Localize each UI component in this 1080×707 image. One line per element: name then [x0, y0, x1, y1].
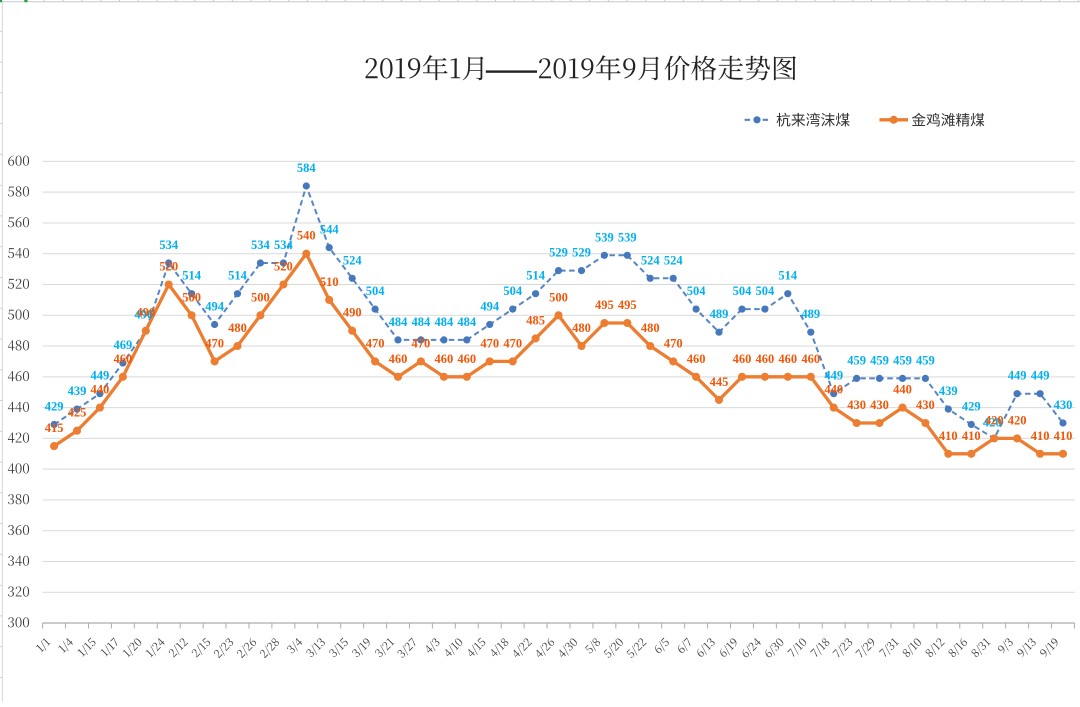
svg-text:460: 460 [114, 352, 133, 366]
svg-text:504: 504 [687, 284, 707, 298]
svg-text:415: 415 [45, 421, 64, 435]
svg-text:484: 484 [389, 315, 409, 329]
svg-text:449: 449 [1008, 369, 1027, 383]
svg-text:449: 449 [91, 369, 110, 383]
svg-text:429: 429 [962, 400, 981, 414]
svg-text:520: 520 [274, 260, 293, 274]
svg-text:504: 504 [733, 284, 753, 298]
svg-text:459: 459 [847, 353, 866, 367]
svg-text:470: 470 [480, 336, 499, 350]
svg-text:510: 510 [320, 275, 339, 289]
svg-text:460: 460 [778, 352, 797, 366]
svg-text:480: 480 [641, 321, 660, 335]
svg-text:540: 540 [297, 229, 316, 243]
svg-text:459: 459 [916, 353, 935, 367]
svg-text:425: 425 [68, 406, 87, 420]
svg-text:430: 430 [870, 398, 889, 412]
svg-text:494: 494 [480, 300, 500, 314]
svg-text:504: 504 [756, 284, 776, 298]
svg-text:489: 489 [801, 307, 820, 321]
svg-text:410: 410 [1054, 429, 1073, 443]
svg-text:534: 534 [159, 238, 179, 252]
svg-text:440: 440 [824, 383, 843, 397]
svg-text:539: 539 [618, 230, 637, 244]
svg-text:470: 470 [366, 336, 385, 350]
svg-text:490: 490 [136, 306, 155, 320]
svg-text:460: 460 [733, 352, 752, 366]
svg-text:534: 534 [274, 238, 294, 252]
svg-text:485: 485 [526, 313, 545, 327]
svg-text:420: 420 [1008, 413, 1027, 427]
svg-text:460: 460 [389, 352, 408, 366]
svg-text:484: 484 [435, 315, 455, 329]
svg-text:500: 500 [549, 290, 568, 304]
svg-text:430: 430 [916, 398, 935, 412]
svg-text:584: 584 [297, 161, 317, 175]
svg-text:470: 470 [412, 336, 431, 350]
svg-text:439: 439 [939, 384, 958, 398]
svg-text:490: 490 [343, 306, 362, 320]
svg-text:410: 410 [962, 429, 981, 443]
svg-text:460: 460 [457, 352, 476, 366]
svg-text:484: 484 [457, 315, 477, 329]
svg-text:514: 514 [228, 269, 248, 283]
svg-text:539: 539 [595, 230, 614, 244]
svg-text:445: 445 [710, 375, 729, 389]
svg-text:514: 514 [182, 269, 202, 283]
svg-text:430: 430 [1054, 398, 1073, 412]
svg-text:529: 529 [549, 246, 568, 260]
svg-text:514: 514 [778, 269, 798, 283]
svg-text:469: 469 [114, 338, 133, 352]
svg-text:504: 504 [503, 284, 523, 298]
svg-text:480: 480 [572, 321, 591, 335]
svg-text:544: 544 [320, 223, 340, 237]
svg-text:490: 490 [134, 308, 153, 322]
svg-text:494: 494 [205, 300, 225, 314]
svg-text:514: 514 [526, 269, 546, 283]
svg-text:524: 524 [664, 253, 684, 267]
svg-text:460: 460 [756, 352, 775, 366]
svg-text:440: 440 [91, 383, 110, 397]
svg-text:449: 449 [1031, 369, 1050, 383]
svg-text:495: 495 [595, 298, 614, 312]
svg-text:459: 459 [870, 353, 889, 367]
svg-text:460: 460 [687, 352, 706, 366]
svg-text:484: 484 [412, 315, 432, 329]
svg-text:500: 500 [182, 290, 201, 304]
svg-text:534: 534 [251, 238, 271, 252]
svg-text:429: 429 [45, 400, 64, 414]
svg-text:430: 430 [847, 398, 866, 412]
svg-text:470: 470 [664, 336, 683, 350]
svg-text:504: 504 [366, 284, 386, 298]
svg-text:460: 460 [801, 352, 820, 366]
svg-text:480: 480 [228, 321, 247, 335]
svg-text:489: 489 [710, 307, 729, 321]
svg-text:524: 524 [641, 253, 661, 267]
svg-text:529: 529 [572, 246, 591, 260]
svg-text:500: 500 [251, 290, 270, 304]
svg-text:470: 470 [205, 336, 224, 350]
svg-text:439: 439 [68, 384, 87, 398]
svg-text:520: 520 [159, 260, 178, 274]
svg-text:410: 410 [1031, 429, 1050, 443]
svg-text:470: 470 [503, 336, 522, 350]
svg-text:440: 440 [893, 383, 912, 397]
svg-text:410: 410 [939, 429, 958, 443]
svg-text:459: 459 [893, 353, 912, 367]
svg-text:495: 495 [618, 298, 637, 312]
svg-text:420: 420 [985, 413, 1004, 427]
svg-text:460: 460 [435, 352, 454, 366]
svg-text:524: 524 [343, 253, 363, 267]
svg-text:420: 420 [983, 415, 1002, 429]
svg-text:449: 449 [824, 369, 843, 383]
